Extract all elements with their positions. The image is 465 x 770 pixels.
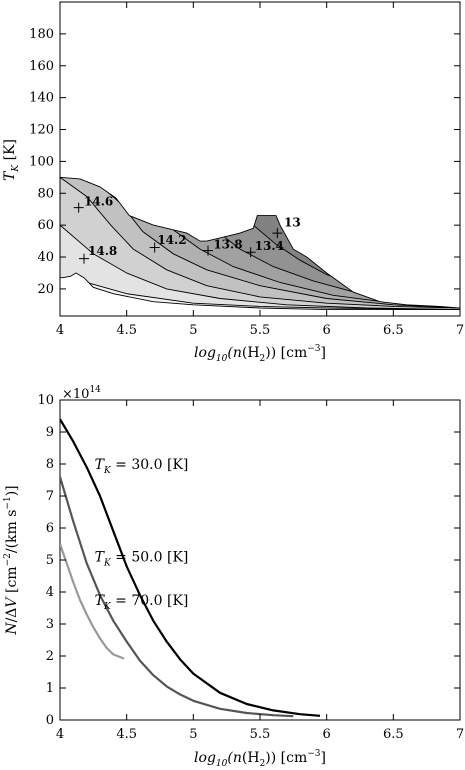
x-tick-label: 5.5 (250, 323, 271, 338)
region-boundary (59, 176, 461, 311)
contour-panel: 14.614.814.2 13.8 13.413 4 4.5 5 5.5 6 6.5 7 204… (2, 1, 464, 364)
y-tick-label: 2 (46, 649, 54, 664)
y-tick-label: 1 (46, 681, 54, 696)
y-tick-label: 10 (37, 393, 54, 408)
line-panel: TK = 30.0 [K]TK = 50.0 [K]TK = 70.0 [K] … (3, 385, 464, 769)
contour-marker (149, 242, 160, 253)
y-tick-label: 9 (46, 425, 54, 440)
series-annotation: TK = 50.0 [K] (95, 550, 189, 569)
top-y-ticks: 20 40 60 80 100 120 140 160 180 (29, 27, 460, 297)
y-tick-label: 120 (29, 123, 54, 138)
x-tick-label: 6 (323, 323, 331, 338)
top-y-axis-label: TK [K] (2, 139, 21, 181)
y-tick-label: 80 (37, 186, 54, 201)
x-tick-label: 7 (456, 323, 464, 338)
y-tick-label: 20 (37, 282, 54, 297)
series-annotation: TK = 70.0 [K] (95, 593, 189, 612)
x-tick-label: 5 (189, 323, 197, 338)
y-tick-label: 100 (29, 154, 54, 169)
contour-label: 14.6 (84, 195, 113, 209)
y-tick-label: 160 (29, 59, 54, 74)
y-tick-label: 140 (29, 91, 54, 106)
x-tick-label: 4.5 (116, 727, 137, 742)
x-tick-label: 5 (189, 727, 197, 742)
x-tick-label: 6.5 (383, 727, 404, 742)
x-tick-label: 4 (56, 727, 64, 742)
y-tick-label: 5 (46, 553, 54, 568)
x-tick-label: 4.5 (116, 323, 137, 338)
bottom-x-axis-label: log10(n(H2)) [cm−3] (194, 749, 326, 769)
y-tick-label: 6 (46, 521, 54, 536)
series-line-2 (60, 476, 294, 718)
top-x-ticks: 4 4.5 5 5.5 6 6.5 7 (56, 2, 464, 338)
x-tick-label: 5.5 (250, 727, 271, 742)
contour-marker (272, 228, 283, 239)
contour-line-14-4 (60, 224, 460, 310)
contour-label: 14.2 (157, 233, 186, 247)
y-tick-label: 180 (29, 27, 54, 42)
x-tick-label: 4 (56, 323, 64, 338)
top-x-axis-label: log10(n(H2)) [cm−3] (194, 344, 326, 364)
y-tick-label: 60 (37, 218, 54, 233)
bottom-x-ticks: 4 4.5 5 5.5 6 6.5 7 (56, 400, 464, 742)
y-tick-label: 8 (46, 457, 54, 472)
y-multiplier: ×1014 (62, 385, 101, 402)
bottom-y-axis-label: N/ΔV [cm−2/(km s−1)] (3, 485, 20, 635)
contour-marker (203, 245, 213, 256)
series-line-3 (60, 543, 125, 660)
y-tick-label: 0 (46, 713, 54, 728)
series-annotations: TK = 30.0 [K] TK = 50.0 [K] TK = 70.0 [K] (95, 457, 189, 612)
contour-label: 13.8 (213, 238, 242, 252)
contour-marker (245, 247, 256, 258)
contour-marker (79, 253, 89, 264)
y-tick-label: 4 (46, 585, 54, 600)
contour-labels: 14.6 14.8 14.2 13.8 13.413 (84, 195, 301, 258)
y-tick-label: 3 (46, 617, 54, 632)
contour-markers (73, 202, 283, 264)
series-annotation: TK = 30.0 [K] (95, 457, 189, 476)
series-line-1 (60, 418, 321, 717)
y-tick-label: 7 (46, 489, 54, 504)
contour-label: 14.8 (88, 244, 117, 258)
x-tick-label: 6 (323, 727, 331, 742)
x-tick-label: 7 (456, 727, 464, 742)
line-series (60, 418, 321, 718)
line-plot-frame (59, 399, 461, 721)
contour-marker (73, 202, 84, 213)
contour-line-14-2 (60, 177, 460, 309)
contour-label: 13.4 (255, 239, 284, 253)
bottom-y-ticks: 0 1 2 3 4 5 6 7 8 9 10 (37, 393, 460, 728)
y-tick-label: 40 (37, 250, 54, 265)
x-tick-label: 6.5 (383, 323, 404, 338)
contour-label: 13 (284, 215, 301, 229)
